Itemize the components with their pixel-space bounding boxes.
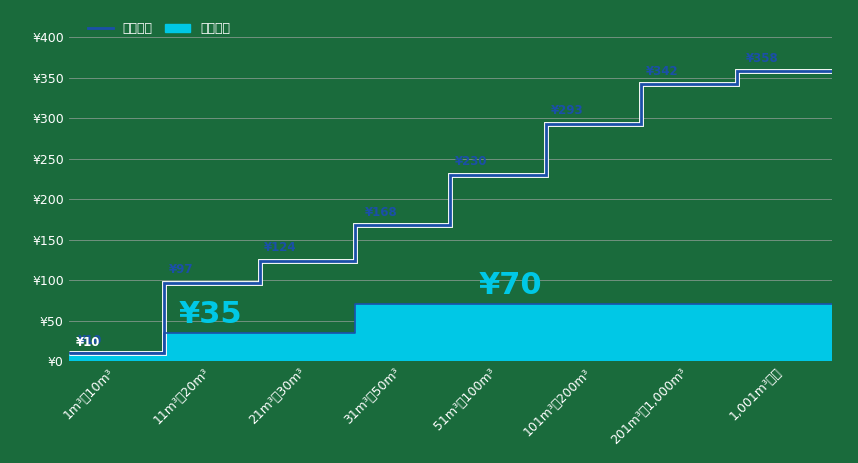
Text: ¥168: ¥168: [365, 206, 397, 219]
Text: ¥230: ¥230: [456, 155, 487, 168]
Text: ¥97: ¥97: [169, 263, 193, 276]
Text: ¥293: ¥293: [551, 104, 583, 117]
Text: ¥35: ¥35: [178, 300, 242, 329]
Text: ¥358: ¥358: [746, 51, 779, 64]
Text: ¥124: ¥124: [264, 241, 297, 254]
Legend: 上下水道, 工水単価: 上下水道, 工水単価: [82, 17, 235, 40]
Text: ¥70: ¥70: [479, 271, 543, 300]
Text: ¥10: ¥10: [76, 336, 100, 349]
Text: ¥10: ¥10: [78, 333, 103, 346]
Text: ¥342: ¥342: [646, 64, 679, 77]
Polygon shape: [69, 305, 832, 361]
